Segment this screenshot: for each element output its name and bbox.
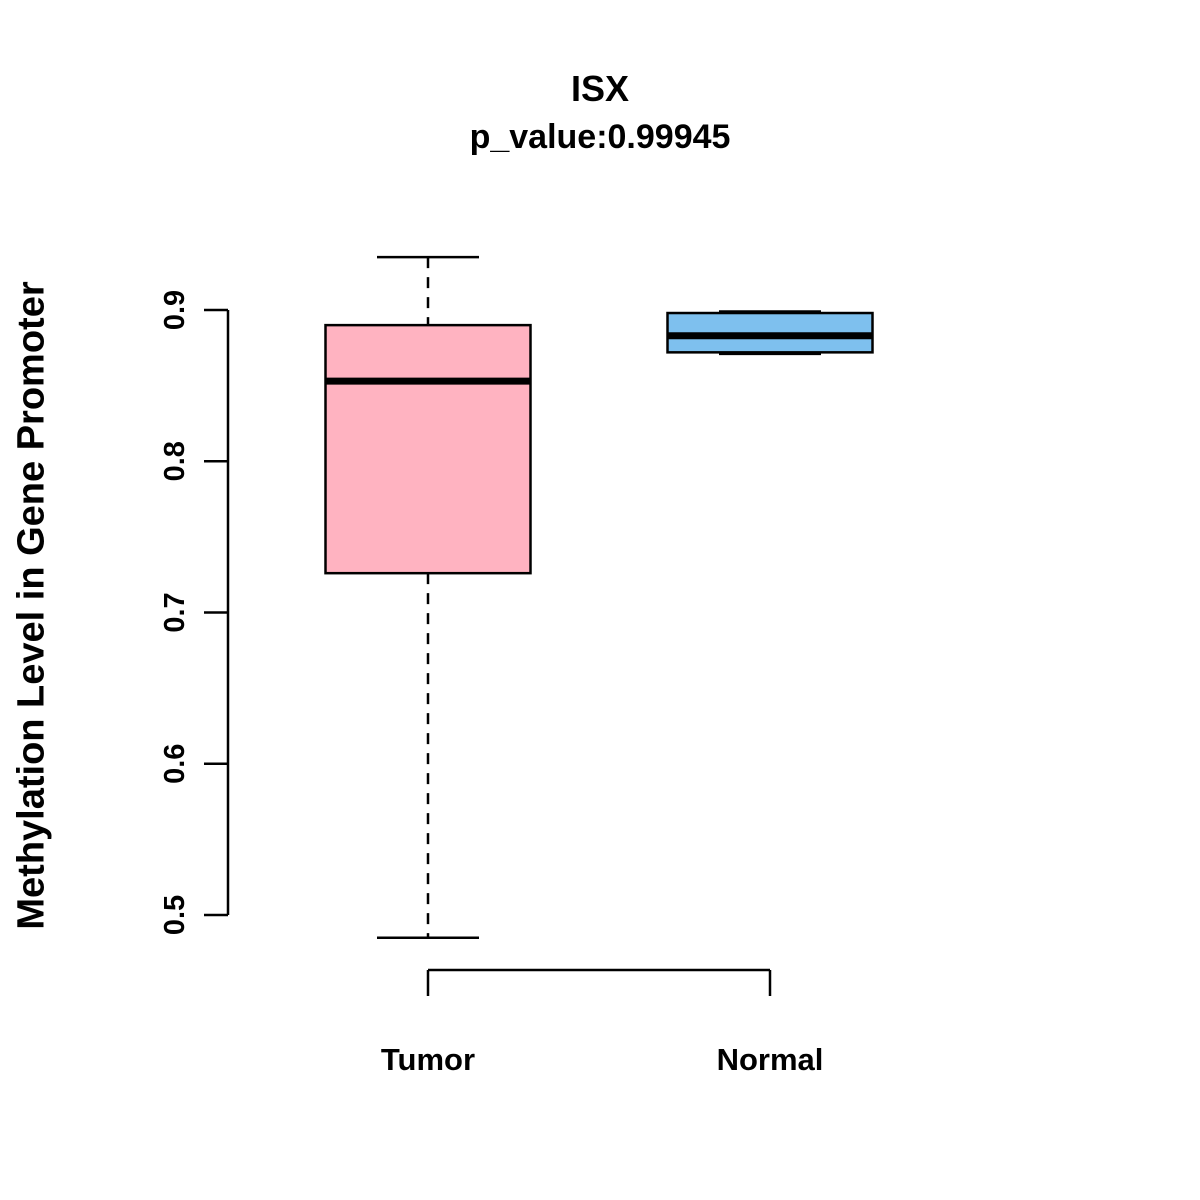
x-tick-label: Normal <box>717 1042 824 1077</box>
y-tick-label: 0.9 <box>159 290 191 330</box>
y-tick-label: 0.7 <box>159 592 191 632</box>
x-tick-label: Tumor <box>381 1042 475 1077</box>
y-tick-label: 0.6 <box>159 744 191 784</box>
chart-subtitle: p_value:0.99945 <box>469 118 731 156</box>
box-tumor <box>324 323 532 575</box>
y-tick-label: 0.8 <box>159 441 191 481</box>
y-tick-label: 0.5 <box>159 895 191 935</box>
chart-title: ISX <box>570 68 630 109</box>
